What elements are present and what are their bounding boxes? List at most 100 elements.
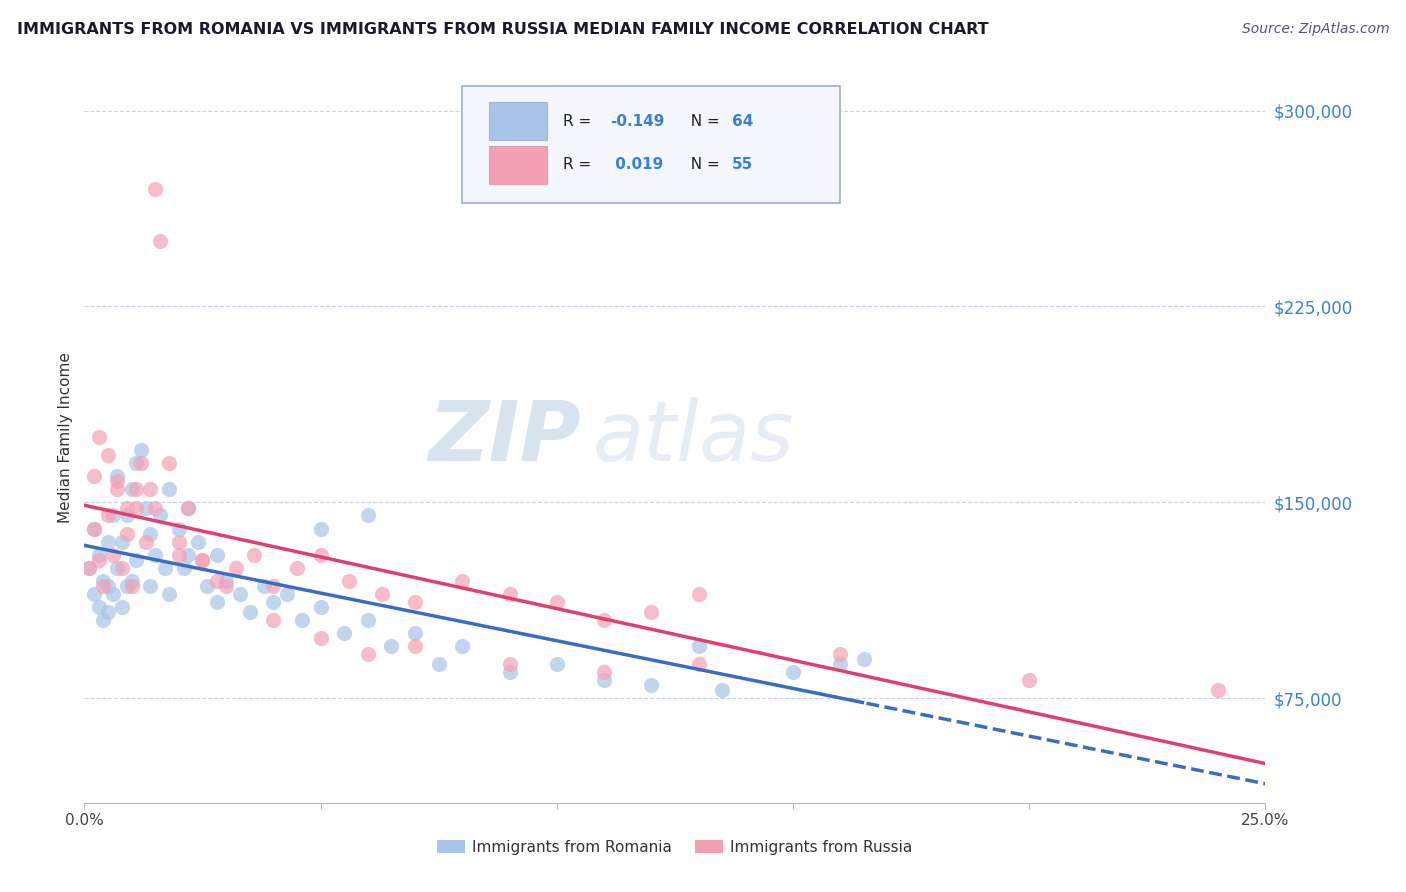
Point (640, 605, 662, 619)
Point (498, 587, 520, 601)
Point (121, 574, 143, 588)
Point (498, 657, 520, 672)
Point (309, 521, 332, 535)
Text: 64: 64 (731, 113, 754, 128)
Point (87, 430, 110, 444)
Point (404, 626, 426, 640)
Point (333, 626, 356, 640)
Point (77, 560, 100, 574)
Point (157, 483, 180, 497)
Point (107, 475, 129, 489)
Point (688, 587, 710, 601)
Point (191, 553, 214, 567)
Point (139, 483, 162, 497)
Point (77, 560, 100, 574)
FancyBboxPatch shape (463, 86, 841, 203)
Point (149, 234, 172, 248)
Point (97, 534, 120, 549)
Point (546, 657, 568, 672)
Text: R =: R = (562, 158, 596, 172)
Point (107, 469, 129, 483)
Point (205, 548, 228, 562)
Point (177, 548, 200, 562)
Point (83, 587, 105, 601)
Point (167, 548, 190, 562)
Point (195, 579, 218, 593)
Point (852, 652, 875, 666)
Point (157, 587, 180, 601)
Point (107, 560, 129, 574)
Text: N =: N = (681, 113, 724, 128)
Point (229, 587, 252, 601)
Point (357, 647, 380, 661)
Point (215, 579, 238, 593)
Point (173, 560, 195, 574)
Point (91, 613, 114, 627)
Point (309, 548, 332, 562)
Point (97, 579, 120, 593)
Point (276, 587, 298, 601)
Point (149, 508, 172, 523)
Point (157, 456, 180, 470)
Point (143, 500, 166, 515)
FancyBboxPatch shape (489, 146, 547, 184)
Text: N =: N = (681, 158, 724, 172)
Point (83, 469, 105, 483)
Point (153, 560, 176, 574)
Point (91, 574, 114, 588)
Point (135, 534, 157, 549)
Point (97, 448, 120, 462)
Point (593, 613, 616, 627)
Point (167, 521, 190, 535)
Point (125, 553, 148, 567)
Point (177, 500, 200, 515)
Point (87, 548, 110, 562)
Point (115, 579, 138, 593)
Point (262, 613, 284, 627)
Point (129, 456, 152, 470)
Point (309, 632, 332, 646)
Point (167, 534, 190, 549)
Point (404, 594, 426, 608)
Point (191, 553, 214, 567)
Point (83, 521, 105, 535)
Point (111, 599, 134, 614)
Point (830, 647, 852, 661)
Point (121, 579, 143, 593)
Point (125, 500, 148, 515)
Point (87, 599, 110, 614)
Point (239, 605, 262, 619)
Point (107, 483, 129, 497)
Point (101, 587, 124, 601)
Point (83, 521, 105, 535)
Point (593, 665, 616, 680)
Point (427, 657, 450, 672)
Point (546, 594, 568, 608)
Point (1206, 683, 1229, 698)
Point (262, 594, 284, 608)
Text: ZIP: ZIP (427, 397, 581, 477)
Point (121, 483, 143, 497)
Point (143, 548, 166, 562)
Point (111, 534, 134, 549)
Point (101, 548, 124, 562)
Point (115, 526, 138, 541)
Point (593, 673, 616, 687)
Legend: Immigrants from Romania, Immigrants from Russia: Immigrants from Romania, Immigrants from… (432, 834, 918, 861)
Point (143, 182, 166, 196)
Point (101, 508, 124, 523)
Point (711, 683, 734, 698)
Text: 55: 55 (731, 158, 752, 172)
Point (125, 483, 148, 497)
Point (125, 456, 148, 470)
Point (1018, 673, 1040, 687)
FancyBboxPatch shape (489, 102, 547, 140)
Point (830, 657, 852, 672)
Text: R =: R = (562, 113, 596, 128)
Point (357, 508, 380, 523)
Point (285, 560, 308, 574)
Point (451, 639, 474, 653)
Point (782, 665, 804, 680)
Point (139, 526, 162, 541)
Point (91, 579, 114, 593)
